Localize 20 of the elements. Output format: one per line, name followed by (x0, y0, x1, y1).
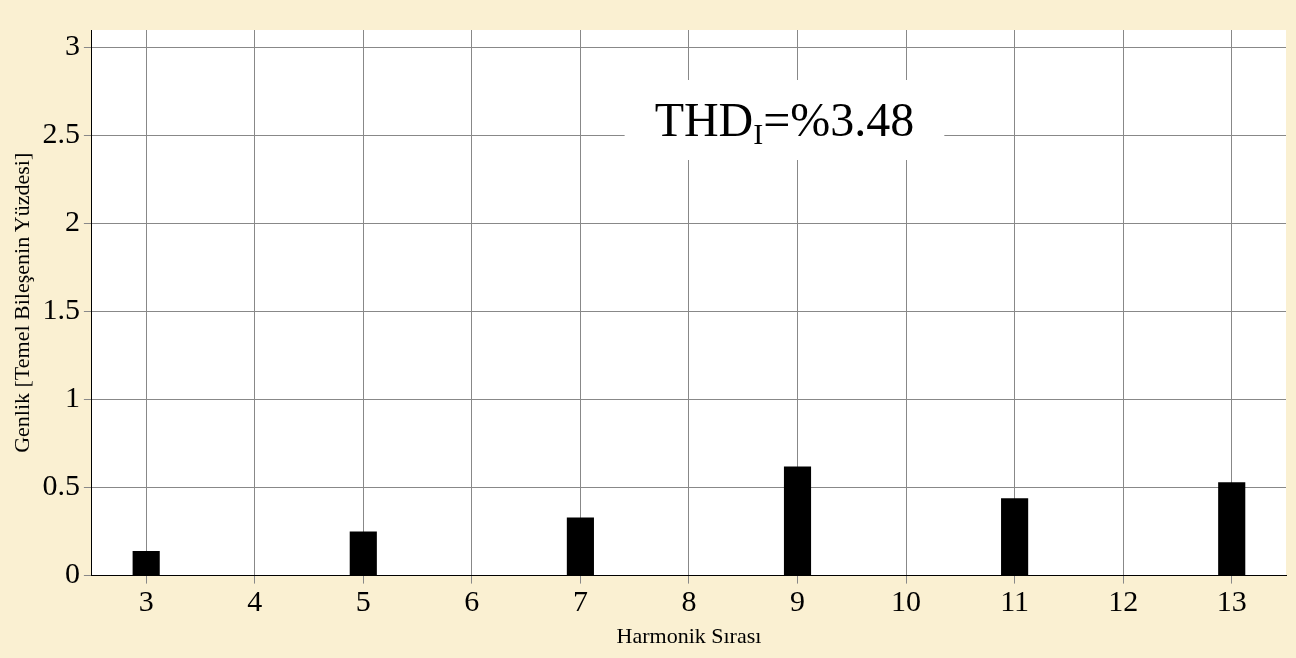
y-tick-label: 2 (64, 204, 80, 238)
x-tick-label: 5 (355, 584, 371, 618)
y-tick-label: 0 (64, 556, 80, 590)
x-tick-label: 12 (1108, 584, 1139, 618)
y-tick-label: 1.5 (42, 292, 80, 326)
x-tick-label: 4 (247, 584, 263, 618)
x-tick-label: 8 (681, 584, 697, 618)
x-tick-label: 9 (790, 584, 805, 618)
x-tick-label: 10 (891, 584, 922, 618)
y-tick-label: 1 (64, 380, 80, 414)
y-tick-label: 3 (64, 28, 80, 62)
x-tick-label: 13 (1216, 584, 1247, 618)
y-tick-label: 0.5 (42, 468, 80, 502)
x-axis-title: Harmonik Sırası (616, 622, 762, 648)
x-tick-label: 6 (464, 584, 480, 618)
x-tick-label: 3 (138, 584, 154, 618)
x-tick-label: 7 (572, 584, 588, 618)
y-tick-label: 2.5 (42, 116, 80, 150)
y-axis-title: Genlik [Temel Bileşenin Yüzdesi] (8, 152, 34, 453)
x-tick-label: 11 (1000, 584, 1030, 618)
